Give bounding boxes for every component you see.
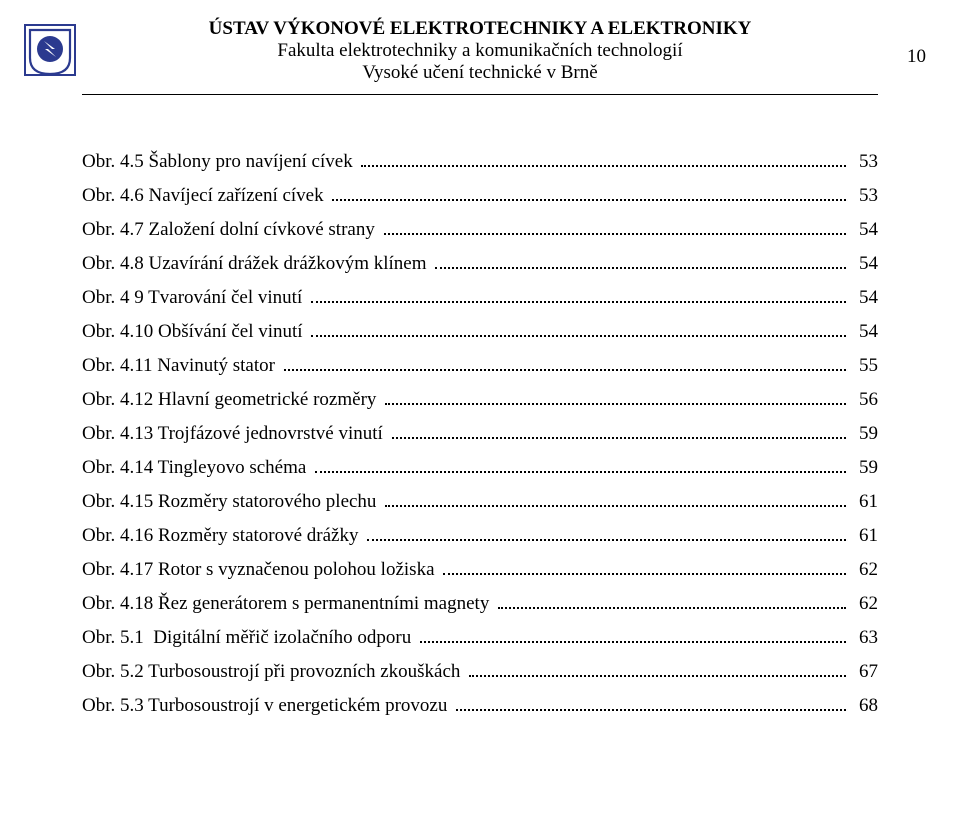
toc-page: 54 (850, 219, 878, 241)
toc-label: Obr. 4.6 Navíjecí zařízení cívek (82, 185, 328, 207)
toc-page: 54 (850, 321, 878, 343)
toc-label: Obr. 4.15 Rozměry statorového plechu (82, 491, 381, 513)
toc-row: Obr. 4.17 Rotor s vyznačenou polohou lož… (82, 559, 878, 581)
toc-row: Obr. 4.5 Šablony pro navíjení cívek 53 (82, 151, 878, 173)
toc-row: Obr. 4 9 Tvarování čel vinutí 54 (82, 287, 878, 309)
dot-leader (367, 529, 846, 541)
toc-row: Obr. 4.12 Hlavní geometrické rozměry 56 (82, 389, 878, 411)
toc-row: Obr. 4.13 Trojfázové jednovrstvé vinutí … (82, 423, 878, 445)
dot-leader (385, 393, 846, 405)
toc-page: 53 (850, 151, 878, 173)
toc-label: Obr. 5.3 Turbosoustrojí v energetickém p… (82, 695, 452, 717)
dot-leader (498, 597, 846, 609)
toc-row: Obr. 4.10 Obšívání čel vinutí 54 (82, 321, 878, 343)
header-titles: ÚSTAV VÝKONOVÉ ELEKTROTECHNIKY A ELEKTRO… (82, 18, 878, 84)
toc-page: 63 (850, 627, 878, 649)
toc-row: Obr. 4.8 Uzavírání drážek drážkovým klín… (82, 253, 878, 275)
toc-page: 59 (850, 423, 878, 445)
header-institute: ÚSTAV VÝKONOVÉ ELEKTROTECHNIKY A ELEKTRO… (82, 18, 878, 40)
toc-page: 62 (850, 559, 878, 581)
toc-label: Obr. 4.18 Řez generátorem s permanentním… (82, 593, 494, 615)
dot-leader (456, 699, 846, 711)
dot-leader (315, 461, 846, 473)
toc-label: Obr. 4.14 Tingleyovo schéma (82, 457, 311, 479)
toc-label: Obr. 5.2 Turbosoustrojí při provozních z… (82, 661, 465, 683)
dot-leader (420, 631, 846, 643)
toc-row: Obr. 4.11 Navinutý stator 55 (82, 355, 878, 377)
toc-row: Obr. 4.6 Navíjecí zařízení cívek 53 (82, 185, 878, 207)
page-number: 10 (907, 46, 926, 68)
dot-leader (392, 427, 847, 439)
header-university: Vysoké učení technické v Brně (82, 62, 878, 84)
toc-label: Obr. 4.16 Rozměry statorové drážky (82, 525, 363, 547)
toc-row: Obr. 4.16 Rozměry statorové drážky 61 (82, 525, 878, 547)
toc-label: Obr. 4.12 Hlavní geometrické rozměry (82, 389, 381, 411)
dot-leader (384, 223, 847, 235)
dot-leader (469, 665, 846, 677)
toc-page: 62 (850, 593, 878, 615)
toc-label: Obr. 4.10 Obšívání čel vinutí (82, 321, 307, 343)
toc-label: Obr. 4.11 Navinutý stator (82, 355, 280, 377)
toc-page: 68 (850, 695, 878, 717)
dot-leader (361, 155, 846, 167)
dot-leader (311, 291, 846, 303)
toc-label: Obr. 4.7 Založení dolní cívkové strany (82, 219, 380, 241)
toc-page: 61 (850, 491, 878, 513)
header-faculty: Fakulta elektrotechniky a komunikačních … (82, 40, 878, 62)
page-header: ÚSTAV VÝKONOVÉ ELEKTROTECHNIKY A ELEKTRO… (82, 18, 878, 95)
toc-label: Obr. 4.8 Uzavírání drážek drážkovým klín… (82, 253, 431, 275)
toc-label: Obr. 4.13 Trojfázové jednovrstvé vinutí (82, 423, 388, 445)
toc-row: Obr. 4.15 Rozměry statorového plechu 61 (82, 491, 878, 513)
dot-leader (435, 257, 846, 269)
toc-row: Obr. 4.18 Řez generátorem s permanentním… (82, 593, 878, 615)
toc-page: 54 (850, 253, 878, 275)
university-logo-icon (24, 24, 76, 80)
dot-leader (385, 495, 846, 507)
toc-label: Obr. 4.5 Šablony pro navíjení cívek (82, 151, 357, 173)
toc-page: 53 (850, 185, 878, 207)
toc-row: Obr. 4.7 Založení dolní cívkové strany 5… (82, 219, 878, 241)
dot-leader (311, 325, 846, 337)
toc-label: Obr. 4 9 Tvarování čel vinutí (82, 287, 307, 309)
toc-label: Obr. 4.17 Rotor s vyznačenou polohou lož… (82, 559, 439, 581)
toc-row: Obr. 4.14 Tingleyovo schéma 59 (82, 457, 878, 479)
toc-page: 55 (850, 355, 878, 377)
header-rule (82, 94, 878, 95)
dot-leader (332, 189, 846, 201)
list-of-figures: Obr. 4.5 Šablony pro navíjení cívek 53Ob… (82, 151, 878, 717)
toc-row: Obr. 5.3 Turbosoustrojí v energetickém p… (82, 695, 878, 717)
toc-label: Obr. 5.1 Digitální měřič izolačního odpo… (82, 627, 416, 649)
toc-row: Obr. 5.1 Digitální měřič izolačního odpo… (82, 627, 878, 649)
dot-leader (443, 563, 846, 575)
toc-page: 59 (850, 457, 878, 479)
toc-page: 54 (850, 287, 878, 309)
toc-page: 61 (850, 525, 878, 547)
dot-leader (284, 359, 847, 371)
toc-row: Obr. 5.2 Turbosoustrojí při provozních z… (82, 661, 878, 683)
toc-page: 67 (850, 661, 878, 683)
toc-page: 56 (850, 389, 878, 411)
